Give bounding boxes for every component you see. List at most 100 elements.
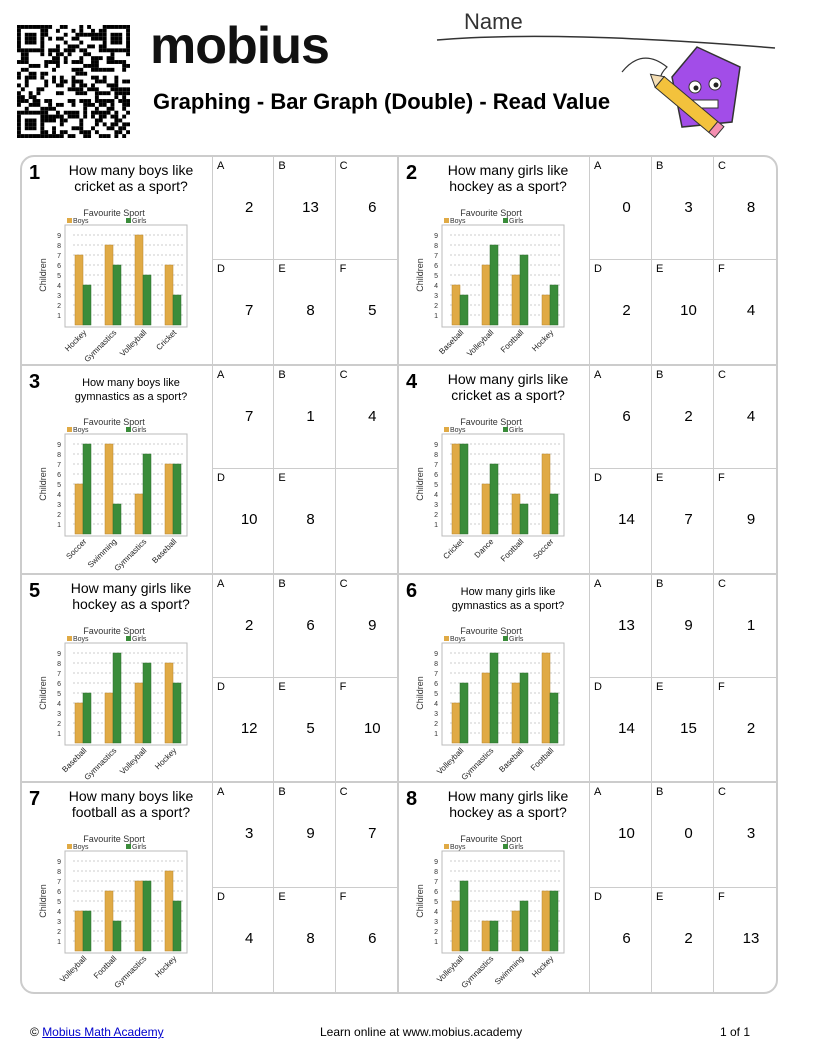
answer-option-b[interactable]: B 13 bbox=[274, 157, 336, 261]
option-letter: F bbox=[339, 680, 347, 693]
answer-option-d[interactable]: D 14 bbox=[590, 469, 652, 573]
legend-swatch bbox=[503, 635, 508, 641]
y-tick-label: 4 bbox=[434, 492, 438, 499]
answer-choices: A 6 B 2 C 4 D 14 E 7 F 9 bbox=[589, 365, 776, 573]
y-tick-label: 5 bbox=[57, 691, 61, 698]
mobius-link[interactable]: Mobius Math Academy bbox=[42, 1025, 164, 1039]
legend-swatch bbox=[126, 635, 131, 641]
x-tick-label: Football bbox=[499, 328, 526, 355]
bar-girls-swimming bbox=[519, 901, 529, 952]
answer-option-f[interactable]: F 10 bbox=[336, 678, 397, 781]
option-letter: A bbox=[594, 160, 602, 172]
answer-option-d[interactable]: D 10 bbox=[213, 469, 275, 573]
y-tick-label: 1 bbox=[57, 313, 61, 320]
answer-option-d[interactable]: D 14 bbox=[590, 677, 652, 782]
y-tick-label: 1 bbox=[57, 731, 61, 738]
option-value: 6 bbox=[368, 199, 377, 216]
option-letter: F bbox=[339, 263, 347, 276]
y-axis-label: Children bbox=[415, 258, 425, 292]
legend-swatch bbox=[444, 844, 449, 850]
answer-option-f[interactable]: F 13 bbox=[714, 888, 776, 992]
question-text: How many girls like gymnastics as a spor… bbox=[451, 585, 565, 612]
option-value: 0 bbox=[684, 825, 693, 843]
y-tick-label: 3 bbox=[57, 293, 61, 300]
bar-boys-football bbox=[511, 274, 521, 326]
bar-girls-dance bbox=[489, 463, 499, 534]
x-tick-label: Football bbox=[529, 745, 556, 772]
answer-option-a[interactable]: A 13 bbox=[590, 574, 652, 678]
bar-boys-hockey bbox=[164, 871, 174, 952]
option-value: 14 bbox=[618, 511, 635, 529]
chart-area: Favourite Sport Boys Girls 1 2 3 4 5 6 7 8 9 Childre… bbox=[22, 157, 212, 364]
legend-swatch bbox=[67, 218, 72, 223]
bar-boys-hockey bbox=[541, 294, 551, 326]
legend-swatch bbox=[444, 426, 449, 432]
x-tick-label: Gymnastics bbox=[112, 954, 148, 990]
y-tick-label: 3 bbox=[434, 919, 438, 926]
x-tick-label: Volleyball bbox=[435, 954, 465, 984]
y-tick-label: 2 bbox=[57, 929, 61, 936]
y-tick-label: 5 bbox=[57, 899, 61, 906]
option-letter: B bbox=[656, 577, 664, 590]
y-tick-label: 1 bbox=[434, 731, 438, 738]
option-value: 6 bbox=[622, 929, 631, 947]
x-tick-label: Soccer bbox=[531, 537, 555, 561]
answer-option-e[interactable]: E 15 bbox=[652, 677, 714, 782]
x-tick-label: Gymnastics bbox=[82, 746, 118, 782]
bar-boys-hockey bbox=[541, 891, 551, 952]
answer-option-e[interactable]: E 10 bbox=[652, 260, 714, 364]
y-tick-label: 9 bbox=[434, 859, 438, 866]
x-tick-label: Hockey bbox=[63, 328, 88, 353]
bar-girls-volleyball bbox=[82, 911, 92, 952]
legend-swatch bbox=[503, 426, 508, 432]
option-value: 6 bbox=[306, 616, 315, 634]
option-letter: C bbox=[718, 160, 726, 172]
option-letter: D bbox=[217, 263, 225, 276]
answer-option-a[interactable]: A 10 bbox=[590, 783, 652, 888]
y-axis-label: Children bbox=[38, 258, 48, 292]
y-tick-label: 6 bbox=[57, 681, 61, 688]
answer-option-d[interactable]: D 12 bbox=[213, 677, 275, 782]
option-letter: C bbox=[339, 160, 348, 172]
legend-label: Boys bbox=[450, 218, 466, 225]
y-tick-label: 3 bbox=[57, 919, 61, 926]
bar-boys-gymnastics bbox=[104, 692, 114, 743]
